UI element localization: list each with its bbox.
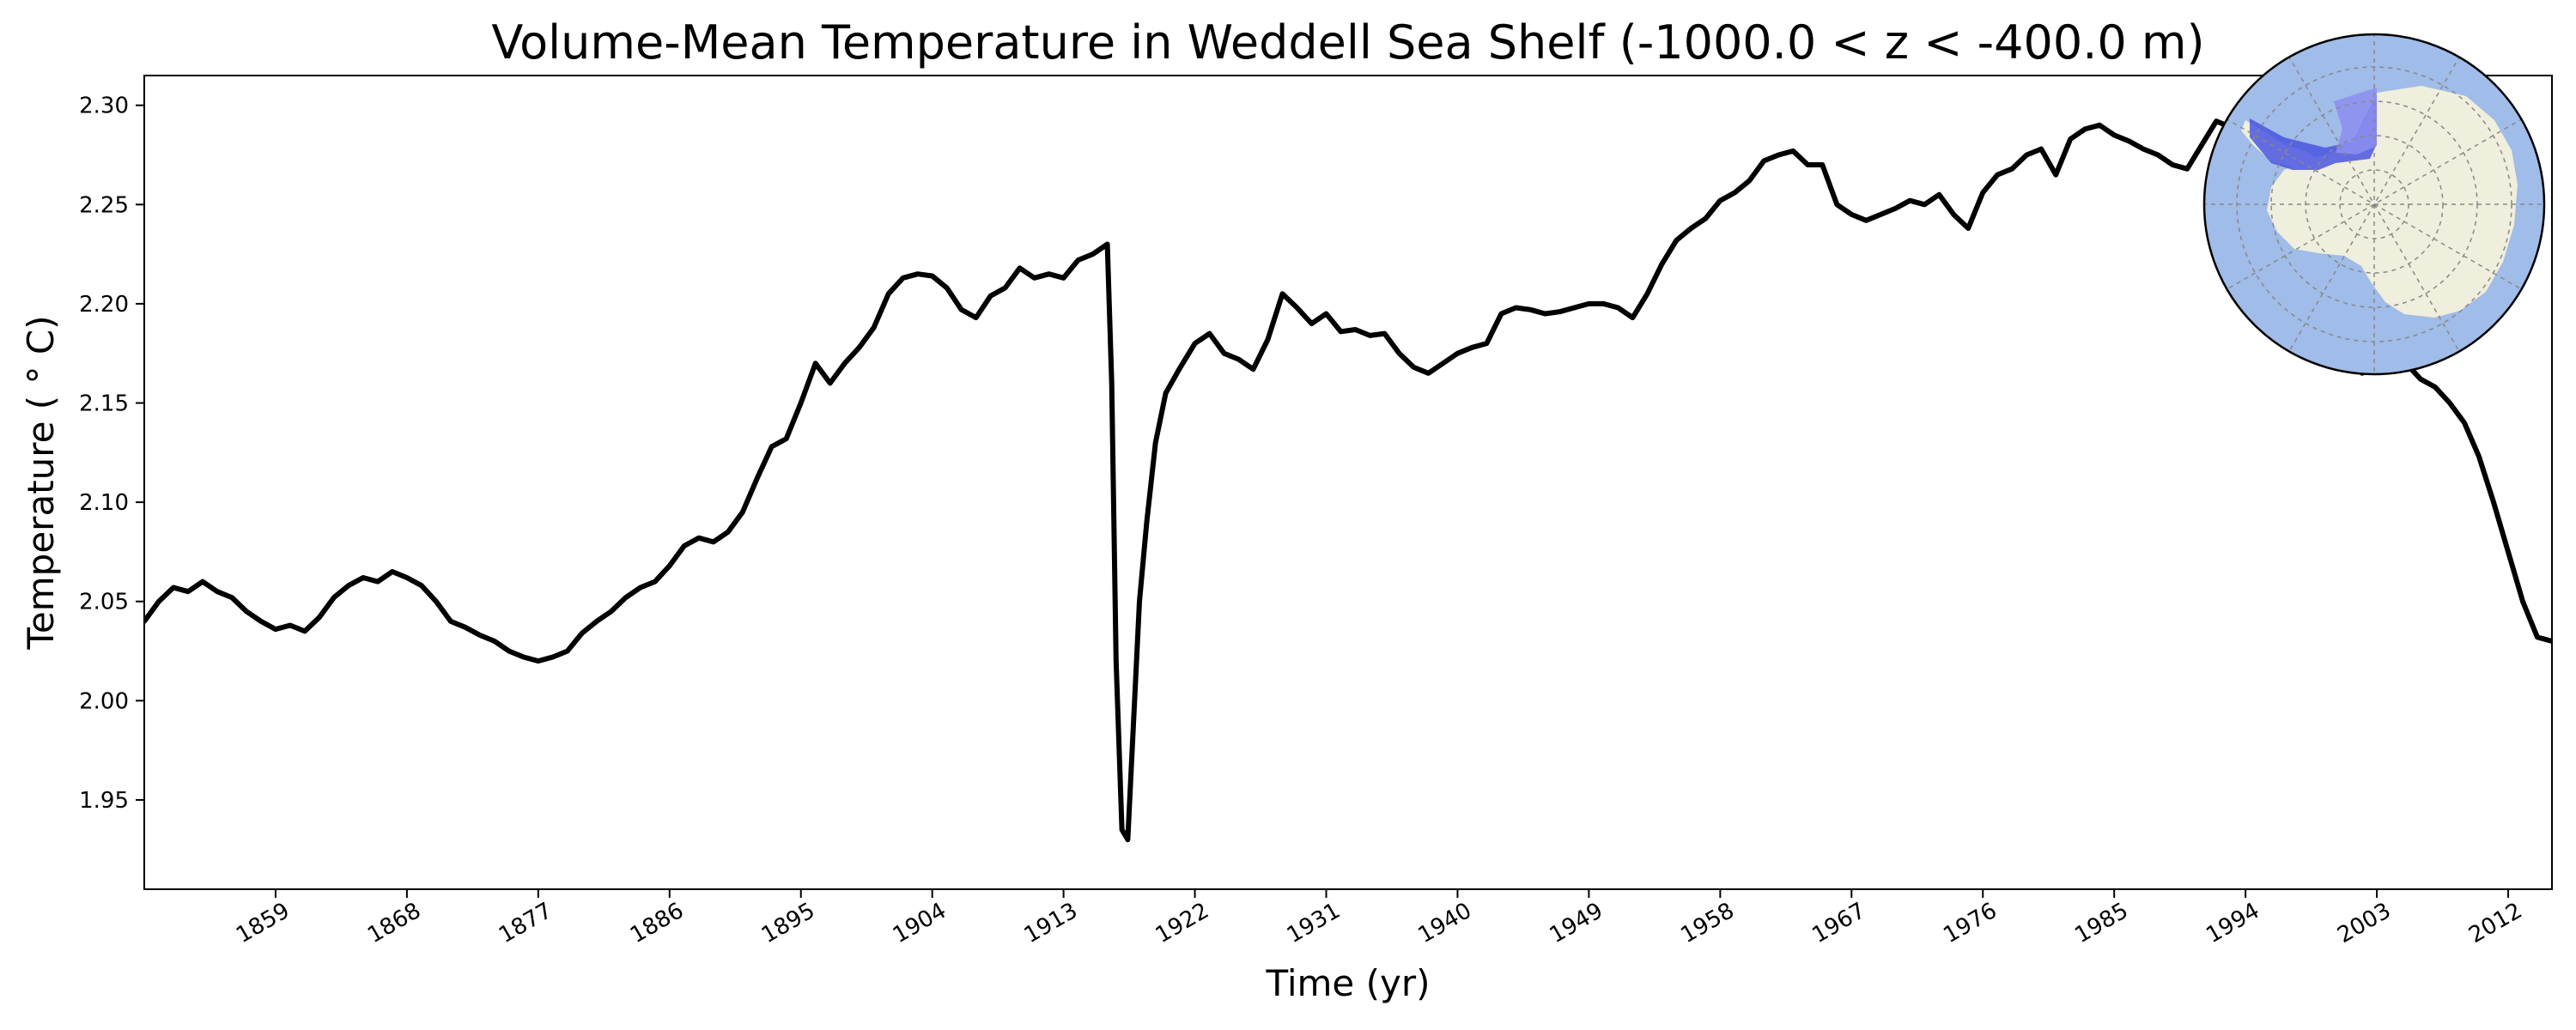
y-tick-label: 2.15 xyxy=(79,391,129,417)
inset-map xyxy=(2202,33,2546,376)
temperature-series-line xyxy=(144,118,2552,843)
x-axis: 1859 1868 1877 1886 1895 1904 1913 1922 1931 1940… xyxy=(232,889,2527,948)
inset-border xyxy=(2202,33,2546,376)
x-tick-label: 1949 xyxy=(1546,898,1607,948)
x-tick-label: 1859 xyxy=(232,898,294,948)
x-axis-label: Time (yr) xyxy=(1265,962,1430,1004)
y-tick-label: 2.00 xyxy=(79,688,129,714)
x-tick-label: 2012 xyxy=(2464,898,2526,948)
x-tick-label: 1895 xyxy=(757,898,819,948)
y-tick-label: 2.20 xyxy=(79,292,129,318)
x-tick-label: 1886 xyxy=(626,898,688,948)
chart-title: Volume-Mean Temperature in Weddell Sea S… xyxy=(491,15,2204,70)
y-tick-label: 2.30 xyxy=(79,94,129,119)
inset-weddell-region-shelf xyxy=(2334,88,2377,154)
x-tick-label: 1958 xyxy=(1677,898,1739,948)
inset-graticule xyxy=(2204,34,2544,374)
y-axis: 1.95 2.00 2.05 2.10 2.15 2.20 2.25 2.30 xyxy=(79,94,144,814)
x-tick-label: 1877 xyxy=(495,898,556,948)
x-tick-label: 2003 xyxy=(2333,898,2395,948)
y-tick-label: 2.10 xyxy=(79,490,129,516)
y-tick-label: 2.05 xyxy=(79,590,129,615)
x-tick-label: 1967 xyxy=(1807,898,1869,948)
x-tick-label: 1994 xyxy=(2202,898,2263,948)
x-tick-label: 1931 xyxy=(1283,898,1345,948)
x-tick-label: 1922 xyxy=(1151,898,1213,948)
plot-frame xyxy=(143,75,2553,890)
y-tick-label: 2.25 xyxy=(79,192,129,218)
x-tick-label: 1940 xyxy=(1414,898,1476,948)
inset-antarctica-land xyxy=(2267,86,2518,318)
x-tick-label: 1976 xyxy=(1939,898,2001,948)
x-tick-label: 1868 xyxy=(363,898,425,948)
x-tick-label: 1913 xyxy=(1020,898,1082,948)
inset-meridian-line xyxy=(2225,118,2524,291)
x-tick-label: 1904 xyxy=(889,898,951,948)
y-axis-label: Temperature ( ° C) xyxy=(20,315,62,650)
y-tick-label: 1.95 xyxy=(79,788,129,814)
x-tick-label: 1985 xyxy=(2070,898,2132,948)
